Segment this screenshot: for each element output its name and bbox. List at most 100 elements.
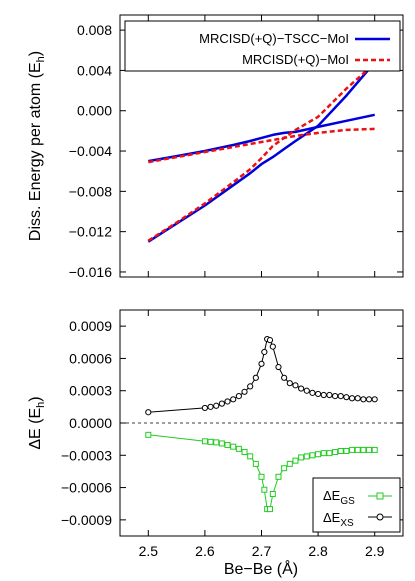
data-point-gs [207,438,214,445]
data-point-xs [354,395,361,402]
data-point-gs [366,446,373,453]
top-plot-data [147,61,376,243]
data-point-gs [269,491,276,498]
data-point-gs [145,431,152,438]
bottom-y-tick-label: 0.0000 [69,415,112,431]
data-point-xs [241,388,248,395]
data-point-xs [224,398,231,405]
top-y-tick-label: 0.004 [77,62,112,78]
data-point-gs [292,457,299,464]
bottom-y-tick-label: 0.0006 [69,350,112,366]
top-series-0-branch-1 [147,61,376,243]
data-point-xs [309,389,316,396]
data-point-gs [320,450,327,457]
legend-label-moi: MRCISD(+Q)−MoI [242,52,349,67]
data-point-gs [281,465,288,472]
data-point-xs [320,391,327,399]
data-point-gs [266,506,273,513]
data-point-gs [343,447,350,454]
x-axis-label: Be−Be (Å) [224,559,298,578]
data-point-gs [337,447,344,454]
data-point-xs [247,383,254,390]
data-point-gs [247,453,254,460]
data-point-xs [235,392,242,400]
data-point-xs [281,374,288,381]
data-point-xs [298,385,305,392]
legend-label-xs: ΔEXS [323,510,354,529]
top-series-1-branch-0 [148,127,375,164]
data-point-gs [235,445,242,452]
bottom-legend-box [312,477,401,533]
data-point-gs [224,442,231,449]
data-point-gs [252,460,259,467]
bottom-y-tick-label: −0.0009 [61,512,112,528]
data-point-xs [258,360,265,367]
bottom-legend: ΔEGS ΔEXS [312,477,401,533]
data-point-gs [201,438,208,445]
data-point-xs [230,396,237,403]
legend-marker-gs [376,492,384,500]
data-point-gs [261,486,268,493]
data-point-xs [365,396,373,403]
data-point-xs [292,382,299,389]
data-point-xs [331,392,339,400]
data-point-xs [207,403,214,410]
top-y-tick-label: −0.004 [69,143,112,159]
bottom-y-axis-label: ΔE (Eh) [27,396,47,449]
top-panel: −0.016−0.012−0.008−0.0040.0000.0040.008 … [27,14,404,280]
data-point-gs [349,446,356,453]
top-y-tick-label: 0.008 [77,22,112,38]
top-legend: MRCISD(+Q)−TSCC−MoI MRCISD(+Q)−MoI [124,20,401,72]
data-point-gs [360,446,367,453]
legend-marker-xs [376,513,384,521]
data-point-gs [332,449,339,456]
bottom-y-tick-label: 0.0003 [69,383,112,399]
legend-label-gs: ΔEGS [323,488,355,507]
data-point-gs [309,452,316,459]
bottom-x-ticks: 2.5 2.6 2.7 2.8 2.9 [139,310,385,559]
bottom-plot-data [120,335,403,513]
data-point-xs [337,392,344,400]
data-point-gs [218,440,225,447]
bottom-y-tick-label: −0.0003 [61,447,112,463]
top-series-1-branch-1 [147,62,376,242]
bottom-panel: −0.0009 −0.0006 −0.0003 0.0000 0.0003 0.0006 0… [27,309,404,578]
top-y-tick-label: −0.008 [69,183,112,199]
data-point-gs [258,473,265,480]
data-point-xs [371,396,378,403]
data-point-gs [298,454,305,461]
data-point-xs [266,337,274,344]
top-y-ticks: −0.016 −0.012 −0.008 −0.004 0.000 0.004 0.008 [69,15,403,280]
data-point-gs [315,451,322,458]
data-point-gs [303,453,310,460]
data-point-gs [230,443,237,450]
top-plot-frame [119,14,404,278]
bottom-y-tick-label: 0.0009 [69,318,112,334]
data-point-xs [218,400,225,407]
bottom-x-tick-label: 2.8 [308,543,328,559]
top-legend-box [124,20,401,72]
data-point-gs [371,446,378,453]
data-point-xs [303,387,310,394]
data-point-xs [261,348,268,356]
bottom-x-tick-label: 2.6 [195,543,215,559]
data-point-xs [213,402,220,409]
data-point-gs [213,439,220,446]
data-point-gs [241,449,248,456]
bottom-x-tick-label: 2.9 [365,543,385,559]
data-point-xs [269,343,276,350]
top-y-tick-label: −0.012 [69,224,112,240]
data-point-xs [286,380,293,387]
data-point-xs [326,391,333,399]
bottom-y-ticks: −0.0009 −0.0006 −0.0003 0.0000 0.0003 0.0006 0… [61,318,403,528]
top-y-axis-label: Diss. Energy per atom (Eh) [27,51,47,241]
top-y-tick-label: −0.016 [69,264,112,280]
data-point-gs [275,473,282,480]
data-point-xs [145,409,152,416]
data-point-xs [343,394,350,401]
top-y-tick-label: 0.000 [77,103,112,119]
data-point-gs [326,450,333,457]
bottom-x-tick-label: 2.5 [139,543,159,559]
bottom-plot-frame [119,309,404,537]
